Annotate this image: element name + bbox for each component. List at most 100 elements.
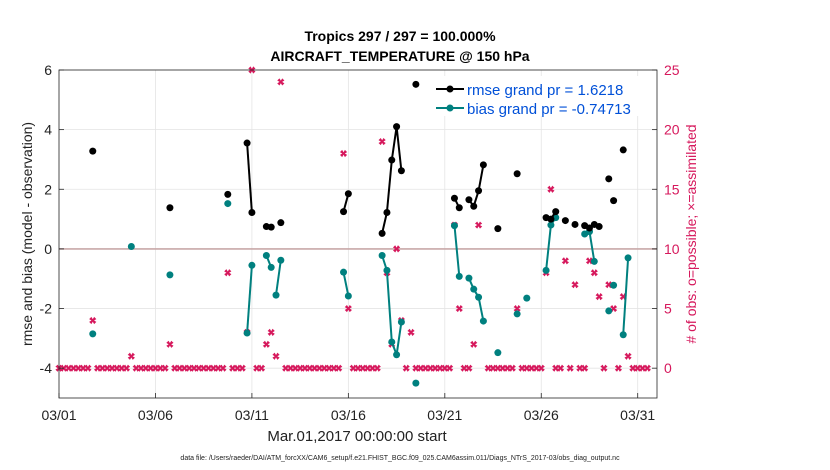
bias-point xyxy=(393,351,401,359)
bias-point xyxy=(166,271,174,279)
x-tick-label: 03/11 xyxy=(235,407,269,423)
bias-point xyxy=(397,318,405,326)
obs-marker xyxy=(122,364,131,372)
obs-marker xyxy=(643,364,651,372)
plot-frame xyxy=(58,69,658,399)
obs-marker xyxy=(127,352,135,360)
y-left-tick-label: 4 xyxy=(44,122,52,138)
bias-point xyxy=(624,254,632,262)
rmse-point xyxy=(224,190,232,198)
y-right-tick-label: 10 xyxy=(664,241,680,257)
rmse-point xyxy=(605,175,613,183)
rmse-point xyxy=(571,220,579,228)
chart-title-line1: Tropics 297 / 297 = 100.000% xyxy=(304,28,496,44)
bias-line xyxy=(622,257,630,335)
chart-title-line2: AIRCRAFT_TEMPERATURE @ 150 hPa xyxy=(270,48,529,64)
bias-point xyxy=(127,243,135,251)
obs-marker xyxy=(581,364,589,372)
y-right-tick-label: 5 xyxy=(664,301,672,317)
obs-marker xyxy=(262,340,270,348)
rmse-point xyxy=(479,161,487,169)
obs-marker xyxy=(614,364,623,372)
bias-point xyxy=(605,307,613,315)
rmse-point xyxy=(595,223,603,231)
legend: rmse grand pr = 1.6218 bias grand pr = -… xyxy=(432,76,644,118)
x-tick-label: 03/21 xyxy=(427,407,462,423)
obs-marker xyxy=(474,221,483,229)
bias-point xyxy=(513,310,521,318)
rmse-point xyxy=(475,187,483,195)
rmse-point xyxy=(243,139,251,147)
bias-line xyxy=(342,271,350,297)
obs-marker xyxy=(392,245,401,253)
legend-bias-label: bias grand pr = -0.74713 xyxy=(467,101,631,118)
obs-marker xyxy=(470,340,478,348)
y-axis-label-left: rmse and bias (model - observation) xyxy=(19,122,35,346)
bias-point xyxy=(610,281,618,289)
rmse-point xyxy=(248,209,256,217)
obs-marker xyxy=(272,352,280,360)
y-left-tick-label: 0 xyxy=(44,241,52,257)
bias-point xyxy=(542,266,550,274)
obs-marker xyxy=(407,328,415,336)
y-axis-label-right: # of obs: o=possible; ×=assimilated xyxy=(683,124,699,343)
obs-marker xyxy=(344,304,352,313)
rmse-point xyxy=(383,209,391,217)
rmse-point xyxy=(619,146,627,154)
rmse-point xyxy=(513,170,521,178)
obs-marker xyxy=(590,269,598,277)
bias-point xyxy=(277,256,285,264)
bias-point xyxy=(243,329,251,337)
y-left-tick-label: 2 xyxy=(44,181,52,197)
obs-marker xyxy=(166,340,174,348)
obs-marker xyxy=(561,257,569,265)
rmse-point xyxy=(397,167,405,175)
rmse-line xyxy=(246,143,253,213)
bias-point xyxy=(494,349,502,357)
x-tick-label: 03/06 xyxy=(138,407,173,423)
bias-line xyxy=(246,265,253,334)
x-axis-label: Mar.01,2017 00:00:00 start xyxy=(267,428,447,445)
rmse-point xyxy=(552,208,560,216)
rmse-point xyxy=(561,217,569,225)
obs-marker xyxy=(547,185,555,193)
legend-bias-marker xyxy=(446,104,454,112)
x-tick-label: 03/01 xyxy=(41,407,76,423)
obs-marker xyxy=(566,364,574,372)
rmse-point xyxy=(378,229,386,237)
rmse-point xyxy=(547,215,555,223)
y-left-tick-label: -4 xyxy=(40,360,53,376)
bias-point xyxy=(455,272,463,280)
obs-marker xyxy=(465,364,473,372)
x-tick-label: 03/16 xyxy=(331,407,366,423)
bias-point xyxy=(450,222,458,230)
obs-marker xyxy=(339,149,348,158)
rmse-point xyxy=(494,225,502,233)
rmse-point xyxy=(610,197,618,205)
rmse-point xyxy=(166,204,174,212)
obs-marker xyxy=(624,352,632,360)
plot-area xyxy=(59,70,657,398)
rmse-point xyxy=(388,156,396,164)
obs-marker xyxy=(455,304,463,313)
rmse-point xyxy=(450,194,458,202)
x-tick-label: 03/26 xyxy=(524,407,559,423)
bias-line xyxy=(275,260,282,296)
bias-point xyxy=(412,379,420,387)
bias-point xyxy=(383,266,391,274)
obs-marker xyxy=(571,281,579,289)
rmse-point xyxy=(585,224,593,232)
y-right-tick-label: 0 xyxy=(664,360,672,376)
rmse-point xyxy=(470,202,478,210)
bias-point xyxy=(248,261,256,269)
obs-marker xyxy=(402,364,410,372)
obs-marker xyxy=(219,364,227,372)
rmse-point xyxy=(277,219,285,227)
rmse-point xyxy=(340,208,348,216)
bias-point xyxy=(475,293,483,301)
obs-marker xyxy=(378,137,386,146)
obs-marker xyxy=(556,364,565,372)
rmse-point xyxy=(455,204,463,212)
bias-point xyxy=(267,263,275,271)
